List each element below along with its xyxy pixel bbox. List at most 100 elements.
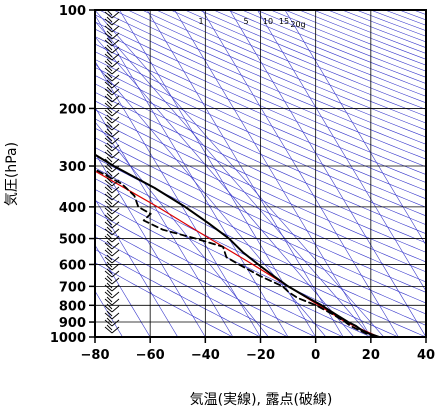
wind-barb: [106, 296, 113, 303]
y-tick-label: 700: [59, 280, 86, 295]
wind-barb: [111, 95, 120, 103]
y-tick-label: 400: [59, 201, 86, 216]
dry-adiabat-line: [95, 248, 261, 337]
dry-adiabat-line: [95, 127, 426, 283]
dry-adiabat-line: [270, 10, 426, 72]
wind-barb: [104, 172, 113, 180]
wind-barb: [104, 130, 113, 138]
wind-barb: [111, 81, 120, 89]
wind-barb: [111, 249, 120, 257]
wind-barb: [104, 312, 113, 320]
dry-adiabat-line: [99, 10, 426, 153]
wind-barb: [106, 317, 113, 324]
wind-barb: [111, 305, 120, 313]
wind-barb: [111, 25, 120, 33]
isotherm-line: [174, 10, 372, 337]
isotherm-line: [119, 10, 316, 337]
wind-barb: [111, 60, 120, 68]
wind-barb: [111, 284, 120, 292]
wind-barb: [111, 165, 120, 173]
wind-barb: [111, 228, 120, 236]
wind-barb: [104, 60, 113, 68]
wind-barb: [104, 179, 113, 187]
dry-adiabat-line: [313, 10, 426, 54]
wind-barb: [111, 319, 120, 327]
dry-adiabat-line: [241, 10, 426, 84]
y-tick-label: 900: [59, 316, 86, 331]
dry-adiabat-line: [95, 59, 426, 208]
wind-barb: [104, 326, 113, 334]
wind-barb: [106, 184, 113, 191]
wind-barb: [104, 284, 113, 292]
wind-barb: [111, 88, 120, 96]
dry-adiabat-line: [95, 28, 426, 175]
wind-barb: [106, 191, 113, 198]
wind-barb: [106, 58, 113, 65]
wind-barb: [104, 74, 113, 82]
parcel-line: [95, 170, 380, 337]
wind-barb: [104, 46, 113, 54]
wind-barb: [104, 165, 113, 173]
wind-barb: [106, 240, 113, 247]
wind-barb: [111, 39, 120, 47]
wind-barb: [106, 121, 113, 128]
wind-barb: [106, 72, 113, 79]
wind-barb: [111, 256, 120, 264]
dry-adiabat-line: [399, 10, 426, 21]
wind-barb: [111, 109, 120, 117]
dry-adiabat-line: [341, 10, 426, 43]
wind-barb: [104, 186, 113, 194]
dry-adiabat-line: [170, 10, 426, 117]
wind-barb: [104, 53, 113, 61]
wind-barb: [111, 263, 120, 271]
wind-barb: [106, 247, 113, 254]
dry-adiabat-line: [95, 21, 426, 168]
wind-barb: [106, 37, 113, 44]
wind-barb: [104, 242, 113, 250]
wind-barb: [111, 242, 120, 250]
wind-barb: [106, 163, 113, 170]
wind-barb: [104, 291, 113, 299]
wind-barb: [111, 102, 120, 110]
wind-barb: [106, 44, 113, 51]
wind-barb: [104, 32, 113, 40]
mixing-ratio-label: 20g: [290, 20, 305, 29]
dewpoint-line: [95, 169, 378, 337]
wind-barb: [104, 81, 113, 89]
wind-barb: [106, 93, 113, 100]
dry-adiabat-line: [95, 178, 426, 337]
wind-barb: [111, 130, 120, 138]
wind-barb: [106, 310, 113, 317]
x-tick-label: −80: [81, 348, 110, 363]
wind-barb: [111, 312, 120, 320]
wind-barb: [106, 149, 113, 156]
wind-barb: [106, 212, 113, 219]
wind-barb: [111, 326, 120, 334]
wind-barb: [104, 151, 113, 159]
wind-barb: [106, 289, 113, 296]
dry-adiabat-line: [95, 51, 426, 200]
wind-barb: [106, 16, 113, 23]
wind-barb: [104, 109, 113, 117]
wind-barb: [106, 219, 113, 226]
dry-adiabat-line: [95, 189, 399, 337]
wind-barb: [104, 214, 113, 222]
wind-barb: [104, 67, 113, 75]
y-tick-label: 200: [59, 102, 86, 117]
x-axis-title: 気温(実線), 露点(破線): [190, 392, 333, 408]
wind-barb: [106, 303, 113, 310]
wind-barb: [111, 193, 120, 201]
wind-barb: [106, 205, 113, 212]
wind-barb: [111, 116, 120, 124]
sounding-series: [95, 153, 381, 337]
dry-adiabat-line: [95, 67, 426, 217]
wind-barb: [111, 277, 120, 285]
isotherm-line: [95, 106, 234, 337]
isotherm-line: [229, 10, 426, 337]
wind-barb: [104, 39, 113, 47]
wind-barb: [111, 32, 120, 40]
wind-barb: [111, 291, 120, 299]
wind-barb: [104, 25, 113, 33]
isotherm-line: [95, 60, 261, 337]
